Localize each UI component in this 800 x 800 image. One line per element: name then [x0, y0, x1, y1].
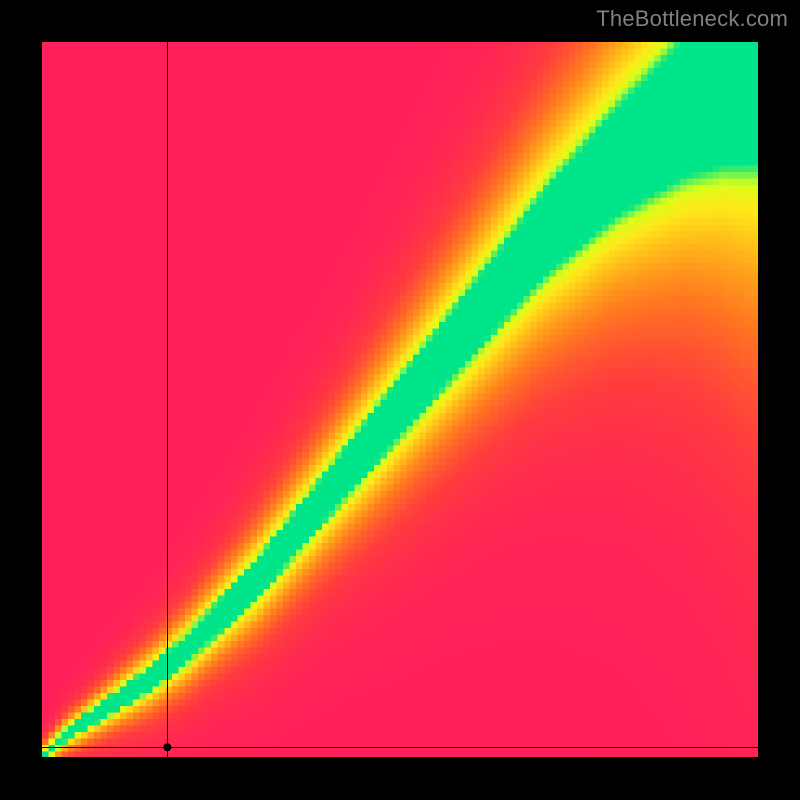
watermark-text: TheBottleneck.com: [596, 6, 788, 32]
heatmap-canvas: [42, 42, 758, 758]
bottleneck-heatmap: [42, 42, 758, 758]
